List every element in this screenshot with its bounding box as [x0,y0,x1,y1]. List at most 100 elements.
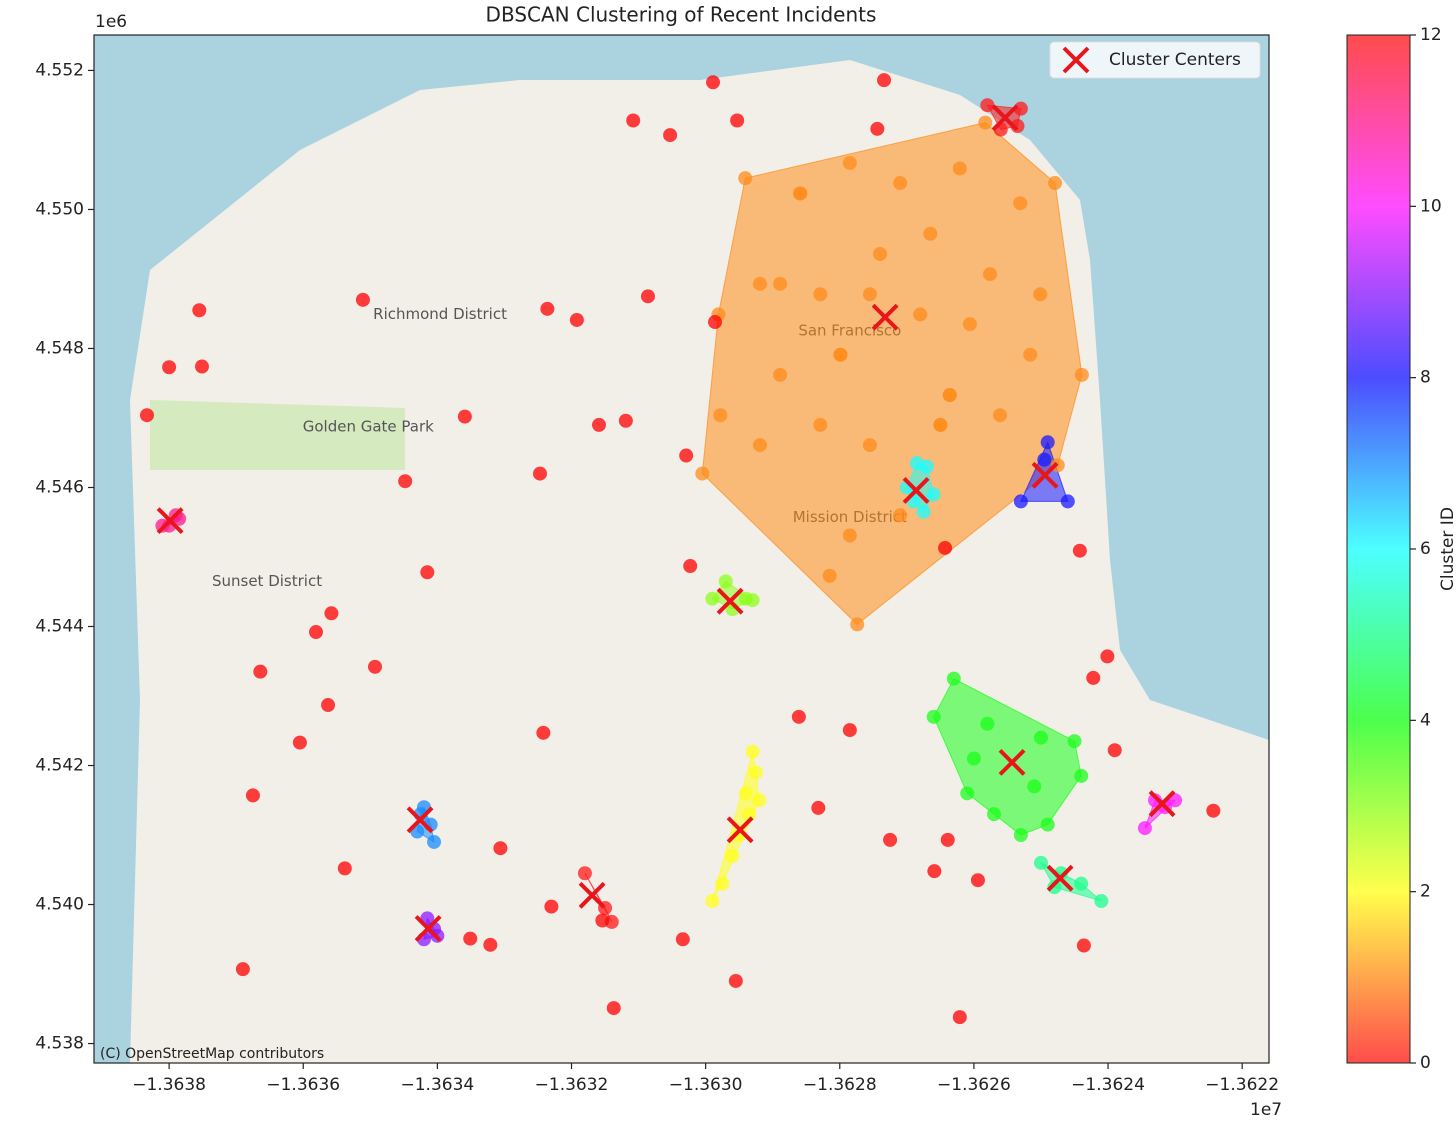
incident-point [980,716,995,731]
colorbar-tick-label: 10 [1420,196,1442,216]
incident-point [813,287,828,302]
cluster-center [998,748,1026,776]
incident-point [946,671,961,686]
incident-point [913,307,928,322]
incident-point [536,725,551,740]
x-tick-label: −1.3626 [937,1075,1011,1095]
incident-point [919,459,934,474]
incident-point [663,128,678,143]
incident-point [1060,494,1075,509]
incident-point [748,765,763,780]
incident-point [695,466,710,481]
x-tick-label: −1.3632 [535,1075,609,1095]
incident-point [1147,793,1162,808]
incident-point [791,709,806,724]
incident-point [1033,730,1048,745]
incident-point [842,155,857,170]
incident-point [718,574,733,589]
cluster-center [871,303,899,331]
incident-point [811,800,826,815]
incident-point [355,292,370,307]
incident-point [1033,855,1048,870]
incident-point [940,832,955,847]
x-tick-label: −1.3622 [1205,1075,1279,1095]
x-tick-label: −1.3634 [401,1075,475,1095]
incident-point [966,751,981,766]
incident-point [725,848,740,863]
incident-point [162,360,177,375]
y-tick-label: 4.538 [35,1034,84,1054]
incident-point [1072,543,1087,558]
colorbar-tick-label: 0 [1420,1053,1431,1073]
cluster-center [716,587,744,615]
incident-point [595,913,610,928]
incident-point [292,735,307,750]
incident-point [773,276,788,291]
map-label: Richmond District [373,305,507,323]
incident-point [738,786,753,801]
incident-point [893,176,908,191]
incident-point [933,417,948,432]
incident-point [1074,367,1089,382]
incident-point [1013,196,1028,211]
colorbar-tick-label: 6 [1420,539,1431,559]
legend-marker [1062,46,1090,74]
incident-point [708,315,723,330]
x-offset-label: 1e7 [1250,1100,1282,1120]
incident-point [1206,803,1221,818]
incident-point [1074,876,1089,891]
incident-point [139,408,154,423]
incident-point [993,408,1008,423]
attribution: (C) OpenStreetMap contributors [100,1046,324,1062]
incident-point [1086,670,1101,685]
incident-point [1094,894,1109,909]
x-tick-label: −1.3638 [132,1075,206,1095]
incident-point [952,161,967,176]
incident-point [738,171,753,186]
incident-point [987,807,1002,822]
incident-point [822,568,837,583]
legend-box [1049,41,1261,79]
incident-point [569,312,584,327]
incident-point [592,417,607,432]
incident-point [952,1010,967,1025]
map-label: Golden Gate Park [303,418,434,436]
incident-point [540,301,555,316]
plot-frame [93,34,1270,1064]
incident-point [842,528,857,543]
colorbar-tick-label: 2 [1420,882,1431,902]
incident-point [1076,938,1091,953]
incident-point [730,113,745,128]
incident-point [235,962,250,977]
incident-point [1040,435,1055,450]
cluster-center [156,507,184,535]
incident-point [960,786,975,801]
incident-point [752,276,767,291]
incident-point [245,788,260,803]
y-tick-label: 4.544 [35,616,84,636]
incident-point [1013,101,1028,116]
incident-point [926,487,941,502]
incident-point [368,659,383,674]
y-tick-label: 4.546 [35,477,84,497]
incident-point [321,698,336,713]
incident-point [983,267,998,282]
incident-point [493,841,508,856]
incident-point [606,1001,621,1016]
incident-point [675,932,690,947]
incident-point [1010,119,1025,134]
cluster-center [1046,864,1074,892]
y-offset-label: 1e6 [95,12,127,32]
incident-point [793,186,808,201]
incident-point [883,832,898,847]
incident-point [1033,287,1048,302]
incident-point [923,226,938,241]
incident-point [337,861,352,876]
x-tick-label: −1.3636 [266,1075,340,1095]
y-tick-label: 4.540 [35,895,84,915]
cluster-center [1148,790,1176,818]
incident-point [1013,494,1028,509]
cluster-center [726,816,754,844]
incident-point [544,899,559,914]
